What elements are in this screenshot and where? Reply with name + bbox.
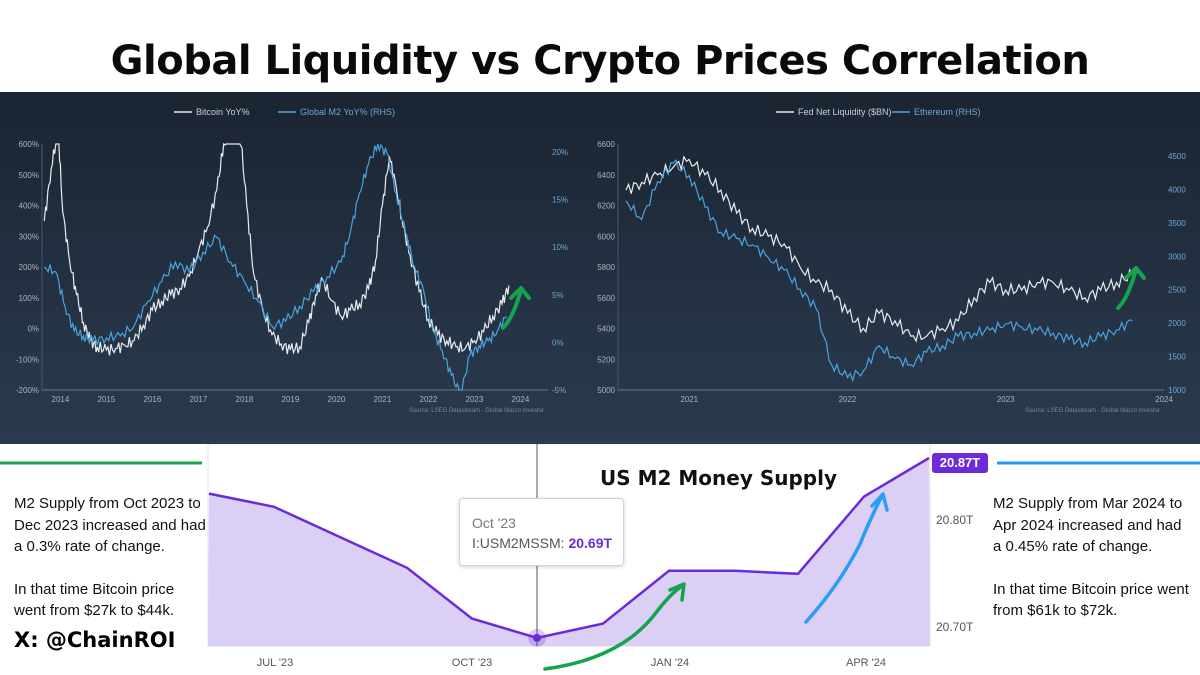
- y-right-tick-label: 0%: [552, 338, 564, 347]
- y-right-tick-label: 3500: [1168, 219, 1186, 228]
- series-line: [43, 142, 510, 356]
- y-right-tick-label: 1500: [1168, 353, 1186, 362]
- y-left-tick-label: 6600: [597, 140, 615, 149]
- y-right-tick-label: 20%: [552, 148, 568, 157]
- y-tick-label: 20.70T: [936, 620, 974, 634]
- y-right-tick-label: 3000: [1168, 252, 1186, 261]
- fed-liquidity-eth-chart-panel: 6600 6400 6200 6000 5800 5600 5400 5200 5000 4500…: [580, 92, 1200, 444]
- x-tick-label: 2023: [997, 395, 1015, 404]
- left-note-p1: M2 Supply from Oct 2023 to Dec 2023 incr…: [14, 495, 206, 555]
- last-value-badge: 20.87T: [932, 453, 988, 473]
- bitcoin-m2-chart: 600% 500% 400% 300% 200% 100% 0% -100% -200% 20% 1…: [16, 107, 568, 414]
- y-left-tick-label: 5400: [597, 325, 615, 334]
- hover-point: [533, 633, 541, 642]
- legend-label: Ethereum (RHS): [914, 107, 981, 117]
- x-tick-label: 2014: [52, 395, 70, 404]
- y-right-tick-label: 10%: [552, 243, 568, 252]
- y-right-tick-label: 2500: [1168, 286, 1186, 295]
- tooltip-label: I:USM2MSSM:: [472, 535, 565, 551]
- legend-label: Global M2 YoY% (RHS): [300, 107, 395, 117]
- y-right-tick-label: 2000: [1168, 319, 1186, 328]
- source-note: Source: LSEG Datastream - Global Macro I…: [409, 408, 544, 414]
- blue-hand-arrow-head: [870, 492, 889, 512]
- x-tick-label: 2023: [466, 395, 484, 404]
- y-right-tick-label: 5%: [552, 291, 564, 300]
- legend-label: Bitcoin YoY%: [196, 107, 250, 117]
- left-note: M2 Supply from Oct 2023 to Dec 2023 incr…: [14, 493, 206, 622]
- y-left-tick-label: 600%: [19, 140, 39, 149]
- y-right-tick-label: 4500: [1168, 152, 1186, 161]
- m2-chart-title: US M2 Money Supply: [600, 466, 838, 490]
- y-right-tick-label: 1000: [1168, 386, 1186, 395]
- tooltip-value: 20.69T: [568, 535, 613, 551]
- x-tick-label: 2015: [98, 395, 116, 404]
- source-note: Source: LSEG Datastream - Global Macro I…: [1025, 408, 1160, 414]
- y-left-tick-label: 5000: [597, 386, 615, 395]
- series-line: [625, 155, 1133, 343]
- chart-tooltip: Oct '23 I:USM2MSSM: 20.69T: [459, 498, 624, 566]
- right-note: M2 Supply from Mar 2024 to Apr 2024 incr…: [993, 493, 1193, 622]
- tooltip-date: Oct '23: [472, 515, 516, 531]
- y-left-tick-label: -200%: [16, 386, 39, 395]
- page-title: Global Liquidity vs Crypto Prices Correl…: [110, 38, 1090, 84]
- left-note-p2: In that time Bitcoin price went from $27…: [14, 580, 175, 620]
- m2-line: [208, 456, 930, 640]
- y-left-tick-label: 6400: [597, 171, 615, 180]
- x-tick-label: OCT '23: [452, 657, 492, 669]
- fed-liquidity-eth-chart: 6600 6400 6200 6000 5800 5600 5400 5200 5000 4500…: [597, 107, 1186, 414]
- bitcoin-m2-chart-panel: 600% 500% 400% 300% 200% 100% 0% -100% -200% 20% 1…: [0, 92, 580, 444]
- x-tick-label: 2024: [1155, 395, 1173, 404]
- y-right-tick-label: 4000: [1168, 185, 1186, 194]
- y-left-tick-label: 0%: [27, 325, 39, 334]
- right-note-p1: M2 Supply from Mar 2024 to Apr 2024 incr…: [993, 495, 1183, 555]
- y-left-tick-label: 500%: [19, 171, 39, 180]
- series-line: [625, 159, 1133, 383]
- y-left-tick-label: 5200: [597, 355, 615, 364]
- x-tick-label: JUL '23: [257, 657, 294, 669]
- y-left-tick-label: 5600: [597, 294, 615, 303]
- y-left-tick-label: 200%: [19, 263, 39, 272]
- blue-hand-arrow: [804, 494, 884, 624]
- m2-area-fill: [208, 458, 930, 646]
- x-tick-label: 2021: [680, 395, 698, 404]
- y-left-tick-label: 300%: [19, 232, 39, 241]
- x-tick-label: 2018: [236, 395, 254, 404]
- y-left-tick-label: -100%: [16, 355, 39, 364]
- y-left-tick-label: 400%: [19, 202, 39, 211]
- x-tick-label: 2016: [144, 395, 162, 404]
- green-arrow-head: [1124, 266, 1146, 280]
- y-right-tick-label: 15%: [552, 196, 568, 205]
- y-left-tick-label: 6200: [597, 202, 615, 211]
- x-tick-label: 2019: [282, 395, 300, 404]
- x-tick-label: JAN '24: [651, 657, 689, 669]
- x-tick-label: 2021: [374, 395, 392, 404]
- green-hand-arrow: [543, 584, 684, 671]
- y-left-tick-label: 100%: [19, 294, 39, 303]
- y-right-tick-label: -5%: [552, 386, 566, 395]
- x-tick-label: 2022: [839, 395, 857, 404]
- right-note-p2: In that time Bitcoin price went from $61…: [993, 580, 1189, 620]
- x-tick-label: 2017: [190, 395, 208, 404]
- green-hand-arrow-head: [668, 582, 686, 602]
- tooltip-series: I:USM2MSSM: 20.69T: [472, 535, 612, 551]
- green-arrow: [1116, 268, 1138, 310]
- x-tick-label: 2024: [512, 395, 530, 404]
- x-tick-label: 2020: [328, 395, 346, 404]
- x-tick-label: 2022: [420, 395, 438, 404]
- series-line: [43, 143, 508, 391]
- green-arrow: [501, 288, 523, 330]
- y-left-tick-label: 6000: [597, 232, 615, 241]
- x-tick-label: APR '24: [846, 657, 886, 669]
- green-arrow-head: [509, 286, 531, 300]
- y-tick-label: 20.80T: [936, 513, 974, 527]
- y-left-tick-label: 5800: [597, 263, 615, 272]
- legend-label: Fed Net Liquidity ($BN): [798, 107, 892, 117]
- author-handle: X: @ChainROI: [14, 628, 176, 652]
